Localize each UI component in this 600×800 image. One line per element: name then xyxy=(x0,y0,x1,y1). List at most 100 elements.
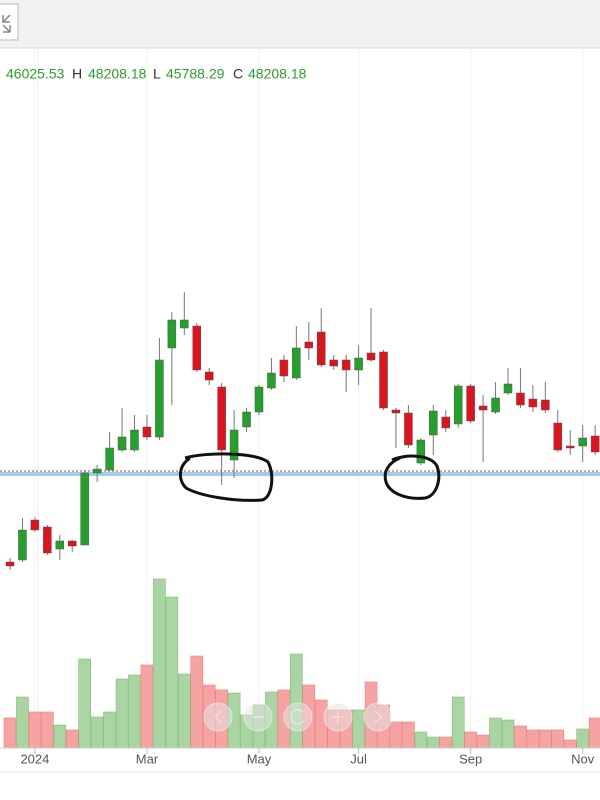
expand-button[interactable] xyxy=(0,3,19,41)
ohlc-label: H xyxy=(72,66,82,82)
candle-body xyxy=(55,540,65,550)
candle-body xyxy=(117,436,127,451)
volume-bar xyxy=(128,674,141,749)
candle-body xyxy=(204,371,214,381)
navigation[interactable] xyxy=(203,702,393,732)
volume-bar xyxy=(165,596,179,749)
nav-left[interactable] xyxy=(203,702,233,732)
x-axis: 2024 Mar May Jul Sep Nov xyxy=(20,748,595,766)
candle-body xyxy=(229,429,239,461)
candle-body xyxy=(366,352,376,361)
volume-bar xyxy=(41,711,54,749)
hand-drawn-circle xyxy=(383,454,441,500)
candle-body xyxy=(5,561,15,567)
ohlc-label: L xyxy=(153,66,161,82)
candle-body xyxy=(491,397,500,413)
ohlc-label: C xyxy=(233,66,243,82)
volume-bar xyxy=(426,736,440,749)
volume-bar xyxy=(563,739,577,749)
candle-body xyxy=(279,359,289,377)
candle-body xyxy=(18,529,27,561)
ohlc-high: 48208.18 xyxy=(88,66,147,82)
candle-body xyxy=(142,426,152,438)
volume-bar xyxy=(551,729,565,749)
x-tick-label: Sep xyxy=(459,751,482,766)
candle-body xyxy=(516,392,525,406)
candle-body xyxy=(578,437,587,447)
volume-bar xyxy=(489,717,502,749)
volume-bar xyxy=(190,655,204,749)
candle-body xyxy=(180,319,189,329)
volume-bar xyxy=(140,664,154,749)
volume-bar xyxy=(28,711,42,749)
candle-body xyxy=(167,319,177,349)
ohlc-low: 45788.29 xyxy=(166,66,225,82)
volume-bar xyxy=(402,721,415,749)
candle-body xyxy=(528,398,538,408)
volume-bar xyxy=(389,721,403,749)
volume-bar xyxy=(3,717,17,749)
volume-bar xyxy=(464,731,477,749)
candle-body xyxy=(43,526,52,554)
candle-body xyxy=(391,409,401,414)
candle-body xyxy=(553,422,563,451)
volume-bar xyxy=(501,719,515,749)
volume-bar xyxy=(65,729,79,749)
volume-bar xyxy=(78,658,91,749)
candle-body xyxy=(130,429,139,451)
x-tick-label: May xyxy=(247,751,272,766)
volume-bar xyxy=(476,734,490,749)
candle-body xyxy=(68,540,77,547)
volume-bar xyxy=(514,725,527,749)
nav-icon xyxy=(374,710,383,724)
candle-body xyxy=(292,347,301,379)
candle-body xyxy=(242,411,251,428)
grid xyxy=(34,48,584,748)
volume-bar xyxy=(103,711,116,749)
candle-body xyxy=(416,439,426,464)
nav-icon xyxy=(289,708,305,725)
support-lines xyxy=(0,470,600,476)
candle-body xyxy=(354,357,363,371)
volume-bar xyxy=(178,673,191,749)
candle-body xyxy=(566,445,575,449)
volume-bar xyxy=(451,696,465,749)
candle-body xyxy=(329,359,338,367)
candle-body xyxy=(254,386,264,413)
volume-bar xyxy=(290,653,303,749)
x-tick-label: Nov xyxy=(571,751,595,766)
x-tick-label: Mar xyxy=(136,751,159,766)
volume-bar xyxy=(53,724,67,749)
candle-body xyxy=(267,372,276,389)
candle-body xyxy=(590,435,600,453)
nav-right[interactable] xyxy=(363,702,393,732)
candle-body xyxy=(478,405,488,411)
candle-body xyxy=(441,416,450,429)
volume-bar xyxy=(576,728,590,749)
nav-icon xyxy=(332,711,344,723)
candle-body xyxy=(317,331,326,366)
volume-bar xyxy=(90,716,104,749)
volume-bar xyxy=(439,736,453,749)
candle-body xyxy=(80,472,89,546)
candle-body xyxy=(105,447,114,471)
candle-body xyxy=(453,385,463,425)
candle-body xyxy=(503,383,513,394)
candle-body xyxy=(304,341,314,349)
candle-body xyxy=(92,468,102,474)
expand-icon[interactable] xyxy=(2,14,11,33)
hand-drawn-circle xyxy=(179,452,274,502)
candle-body xyxy=(541,399,550,411)
volume-bar xyxy=(115,678,129,749)
ohlc-open: 46025.53 xyxy=(6,66,65,82)
candle-body xyxy=(192,325,201,371)
nav-reset[interactable] xyxy=(283,702,313,732)
nav-icon xyxy=(213,710,222,724)
volume-bar xyxy=(526,729,540,749)
candle-body xyxy=(429,410,438,436)
candles xyxy=(5,292,600,570)
candle-body xyxy=(341,359,351,371)
ohlc-close: 48208.18 xyxy=(248,66,307,82)
volume-bar xyxy=(539,729,552,749)
